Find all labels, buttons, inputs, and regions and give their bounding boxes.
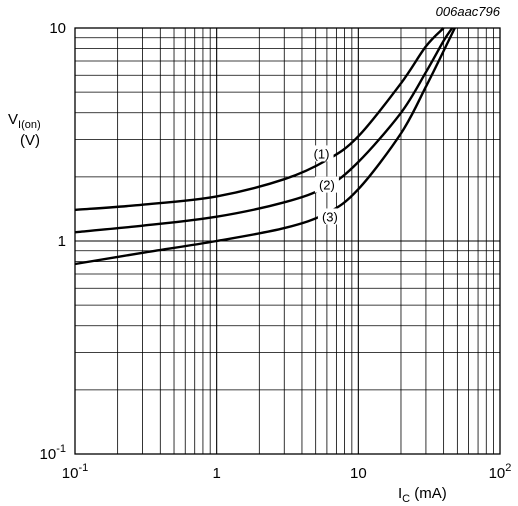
x-tick-label: 1 [212, 465, 220, 482]
curve-2 [74, 27, 454, 234]
x-tick-label: 10-1 [62, 462, 88, 482]
y-tick-label: 1 [58, 233, 66, 250]
x-tick-label: 102 [489, 462, 512, 482]
curve-label-1: (1) [314, 146, 330, 161]
curve-labels: (1) (2) (3) [309, 145, 342, 225]
tick-labels: 10-1 1 10 102 10-1 1 10 [40, 20, 512, 482]
x-axis-title: IC (mA) [398, 485, 447, 505]
curve-label-backing [314, 176, 339, 193]
y-axis-title: VI(on) [8, 111, 41, 131]
curve-label-2: (2) [319, 178, 335, 193]
figure-reference-code: 006aac796 [436, 4, 501, 19]
x-tick-label: 10 [350, 465, 367, 482]
curves [74, 27, 456, 266]
grid [75, 28, 500, 454]
curve-label-backing [309, 145, 334, 162]
curve-3 [74, 27, 456, 266]
y-tick-label: 10-1 [40, 443, 66, 463]
plot-frame [74, 27, 501, 455]
y-axis-unit: (V) [20, 132, 40, 149]
curve-label-backing [317, 208, 342, 225]
curve-label-3: (3) [322, 209, 338, 224]
y-tick-label: 10 [49, 20, 66, 37]
